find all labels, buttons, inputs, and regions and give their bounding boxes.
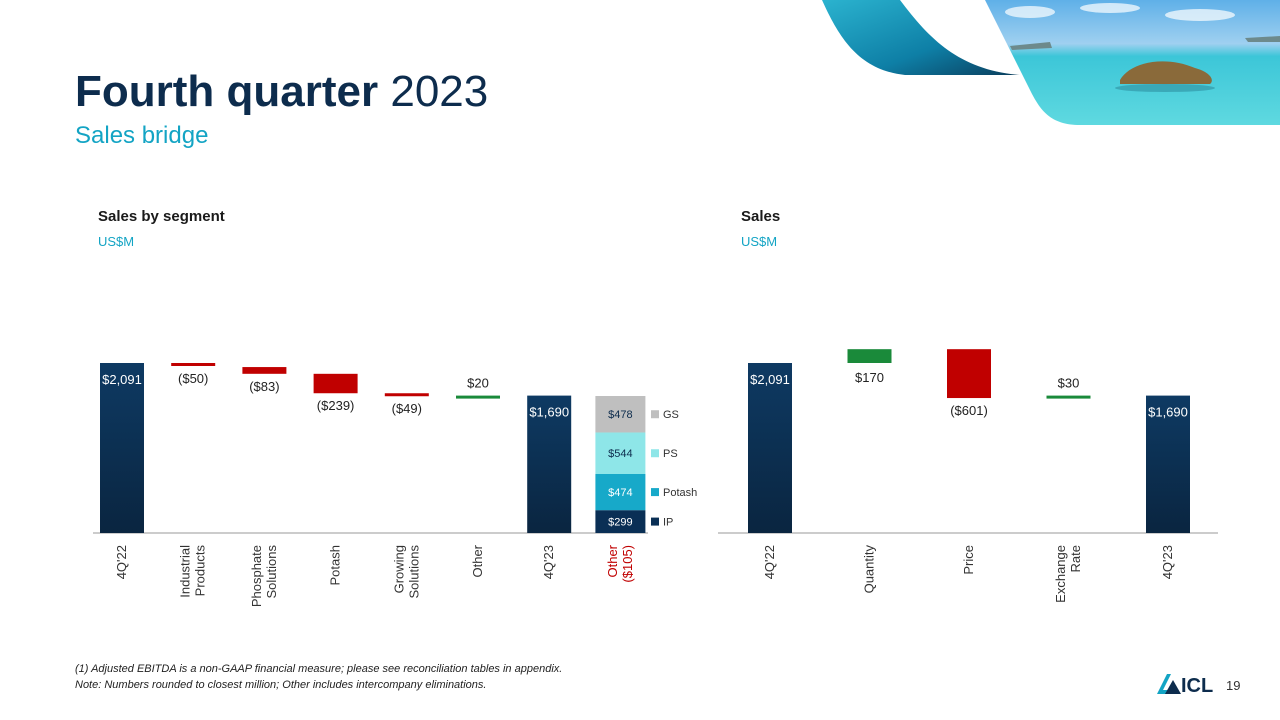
left-category-label-4: GrowingSolutions [391, 545, 421, 599]
right-value-label-4: $1,690 [1148, 405, 1188, 420]
left-stack-label-gs: $478 [608, 409, 632, 421]
left-legend-label-ps: PS [663, 448, 678, 460]
footnotes: (1) Adjusted EBITDA is a non-GAAP financ… [75, 661, 562, 693]
page-number: 19 [1226, 678, 1241, 693]
page-subtitle: Sales bridge [75, 122, 209, 149]
left-bar-delta-4 [384, 393, 429, 397]
left-stack-seg-ps [595, 432, 646, 475]
left-category-label-6: 4Q'23 [541, 545, 556, 579]
left-value-label-1: ($50) [178, 371, 208, 386]
hero-sea-image [822, 0, 1280, 125]
right-value-label-3: $30 [1058, 376, 1080, 391]
left-bar-delta-2 [242, 367, 287, 374]
left-category-label-2: PhosphateSolutions [249, 545, 279, 608]
left-value-label-5: $20 [467, 376, 489, 391]
right-bar-delta-1 [847, 349, 892, 363]
page-title-bold: Fourth quarter [75, 67, 379, 116]
left-stack-label-ip: $299 [608, 517, 632, 529]
left-legend-label-gs: GS [663, 409, 679, 421]
left-value-label-4: ($49) [392, 401, 422, 416]
left-legend-swatch-ps [651, 449, 659, 458]
footnote-1: (1) Adjusted EBITDA is a non-GAAP financ… [75, 663, 563, 675]
left-category-label-0: 4Q'22 [114, 545, 129, 579]
page-title: Fourth quarter 2023 [75, 70, 488, 114]
left-value-label-3: ($239) [317, 398, 355, 413]
right-category-label-1: Quantity [862, 545, 877, 594]
right-bar-delta-2 [947, 349, 991, 399]
right-value-label-1: $170 [855, 370, 884, 385]
left-value-label-6: $1,690 [529, 405, 569, 420]
left-panel-title: Sales by segment [98, 208, 225, 225]
left-legend-label-potash: Potash [663, 487, 697, 499]
left-bar-delta-1 [171, 363, 216, 366]
page-title-year: 2023 [390, 67, 489, 116]
right-category-label-0: 4Q'22 [762, 545, 777, 579]
title-block: Fourth quarter 2023 Sales bridge [75, 70, 488, 150]
left-bar-total-6 [527, 395, 572, 533]
left-legend-swatch-gs [651, 410, 659, 419]
icl-logo-icon: ICL [1157, 674, 1213, 696]
left-stack-label-ps: $544 [608, 448, 632, 460]
left-legend-label-ip: IP [663, 517, 673, 529]
right-panel-unit: US$M [741, 234, 778, 249]
left-stack-seg-ip [595, 510, 646, 533]
left-stack-seg-gs [595, 396, 646, 433]
left-category-label-1: IndustrialProducts [178, 545, 208, 598]
right-panel-title: Sales [741, 208, 781, 225]
left-legend-swatch-potash [651, 488, 659, 497]
left-bar-total-0 [100, 363, 144, 533]
left-legend-swatch-ip [651, 517, 659, 526]
left-bar-delta-5 [456, 395, 500, 399]
left-category-label-3: Potash [328, 545, 343, 585]
right-bar-total-0 [748, 363, 792, 533]
left-value-label-0: $2,091 [102, 372, 142, 387]
right-category-label-4: 4Q'23 [1160, 545, 1175, 579]
left-stack-label-potash: $474 [608, 487, 632, 499]
right-bar-total-4 [1146, 395, 1190, 533]
right-category-label-3: ExchangeRate [1053, 545, 1083, 603]
right-category-label-2: Price [961, 545, 976, 575]
logo-text: ICL [1181, 675, 1213, 696]
right-value-label-2: ($601) [950, 403, 988, 418]
left-bar-delta-3 [313, 373, 358, 394]
left-category-label-5: Other [470, 544, 485, 577]
left-category-label-7: Other($105) [605, 544, 635, 582]
right-bar-delta-3 [1046, 395, 1091, 399]
right-value-label-0: $2,091 [750, 372, 790, 387]
footnote-2: Note: Numbers rounded to closest million… [75, 679, 487, 691]
left-stack-seg-potash [595, 474, 646, 511]
left-panel-unit: US$M [98, 234, 135, 249]
left-value-label-2: ($83) [249, 379, 279, 394]
